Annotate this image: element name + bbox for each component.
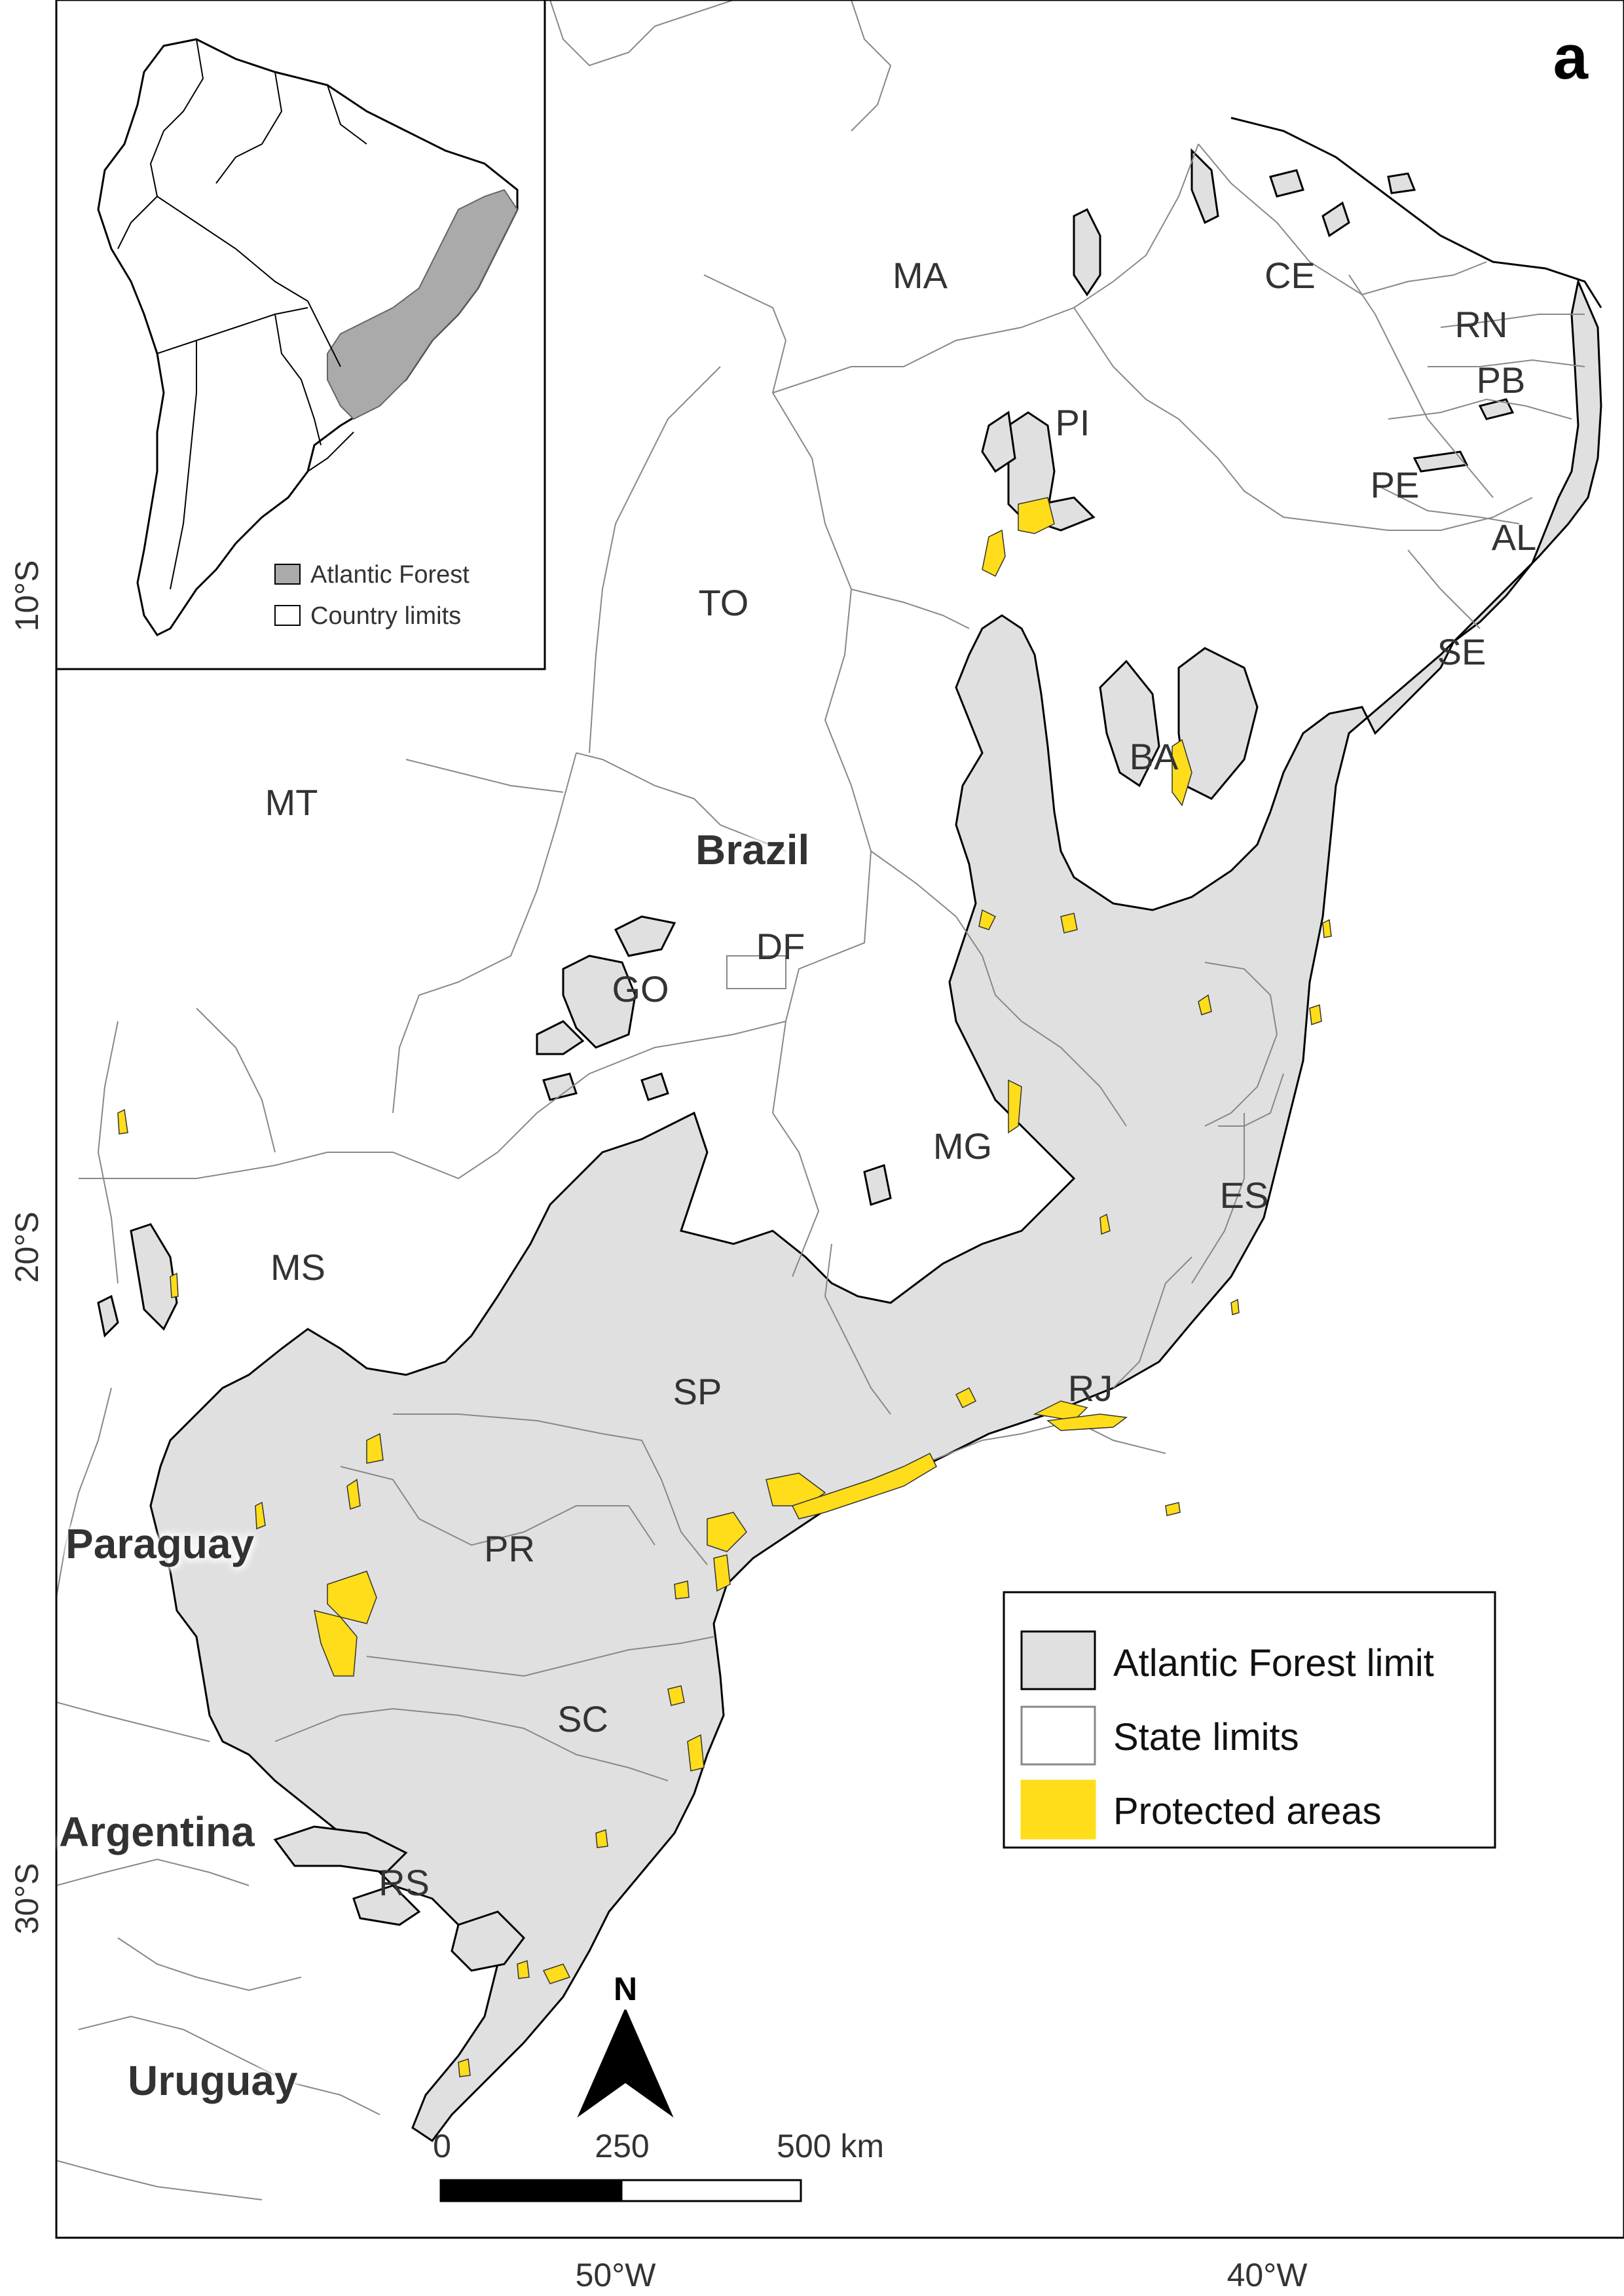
- scale-bar-black: [439, 2179, 623, 2202]
- inset-map: Atlantic Forest Country limits: [55, 0, 546, 670]
- state-label-go: GO: [612, 968, 669, 1010]
- main-legend: Atlantic Forest limit State limits Prote…: [1003, 1591, 1496, 1849]
- state-label-se: SE: [1437, 631, 1486, 672]
- country-label-paraguay: Paraguay: [65, 1520, 255, 1567]
- protected-areas: [117, 497, 1335, 2077]
- lat-label-10s: 10°S: [9, 560, 45, 632]
- inset-legend-forest-swatch: [274, 564, 301, 585]
- inset-legend-forest-label: Atlantic Forest: [310, 561, 470, 589]
- state-label-ce: CE: [1264, 255, 1316, 296]
- state-label-ms: MS: [270, 1247, 325, 1288]
- country-labels: Brazil Paraguay Argentina Uruguay: [59, 826, 809, 2104]
- latitude-labels: 10°S 20°S 30°S: [9, 560, 45, 1935]
- state-label-sp: SP: [673, 1371, 722, 1412]
- legend-state-swatch: [1020, 1705, 1096, 1766]
- north-arrow-label: N: [614, 1971, 637, 2007]
- state-label-to: TO: [699, 582, 749, 623]
- state-label-ma: MA: [893, 255, 948, 296]
- scale-tick-500: 500 km: [777, 2128, 884, 2164]
- state-label-rs: RS: [378, 1862, 430, 1903]
- lat-label-20s: 20°S: [9, 1212, 45, 1283]
- state-limits: [56, 0, 1585, 2200]
- inset-legend-country-swatch: [274, 605, 301, 626]
- state-label-df: DF: [756, 926, 805, 967]
- state-label-es: ES: [1220, 1175, 1269, 1216]
- state-label-rn: RN: [1455, 304, 1508, 345]
- state-label-pb: PB: [1477, 359, 1526, 401]
- state-label-rj: RJ: [1068, 1368, 1113, 1409]
- country-label-uruguay: Uruguay: [128, 2057, 298, 2104]
- country-label-brazil: Brazil: [695, 826, 809, 873]
- lon-label-40w: 40°W: [1227, 2257, 1308, 2293]
- country-label-argentina: Argentina: [59, 1808, 255, 1855]
- north-arrow-icon: N: [577, 1971, 674, 2118]
- scale-bar: 0 250 500 km: [433, 2128, 884, 2202]
- coastline: [1230, 117, 1602, 308]
- legend-forest-swatch: [1020, 1630, 1096, 1690]
- south-america-outline: [97, 38, 519, 636]
- legend-protected-label: Protected areas: [1113, 1790, 1381, 1832]
- state-label-sc: SC: [557, 1698, 608, 1740]
- legend-protected-swatch: [1020, 1779, 1096, 1840]
- scale-tick-250: 250: [595, 2128, 649, 2164]
- scale-tick-0: 0: [433, 2128, 451, 2164]
- state-label-ba: BA: [1130, 736, 1179, 777]
- state-labels: MA CE RN PB PI PE AL SE TO BA MT GO DF M…: [265, 255, 1537, 1903]
- scale-bar-white: [620, 2179, 802, 2202]
- state-label-pr: PR: [484, 1528, 535, 1569]
- state-label-pi: PI: [1056, 402, 1090, 443]
- inset-atlantic-forest: [327, 189, 519, 420]
- map-frame: [55, 0, 1624, 2239]
- legend-forest-label: Atlantic Forest limit: [1113, 1642, 1434, 1685]
- state-label-al: AL: [1492, 517, 1537, 558]
- panel-label: a: [1553, 22, 1589, 92]
- lat-label-30s: 30°S: [9, 1863, 45, 1935]
- lon-label-50w: 50°W: [576, 2257, 657, 2293]
- inset-country-limits: [117, 39, 367, 590]
- state-label-pe: PE: [1371, 464, 1420, 505]
- longitude-labels: 50°W 40°W: [576, 2257, 1308, 2293]
- inset-legend-country-label: Country limits: [310, 602, 461, 630]
- state-label-mt: MT: [265, 782, 318, 823]
- legend-state-label: State limits: [1113, 1716, 1299, 1758]
- state-label-mg: MG: [933, 1125, 992, 1167]
